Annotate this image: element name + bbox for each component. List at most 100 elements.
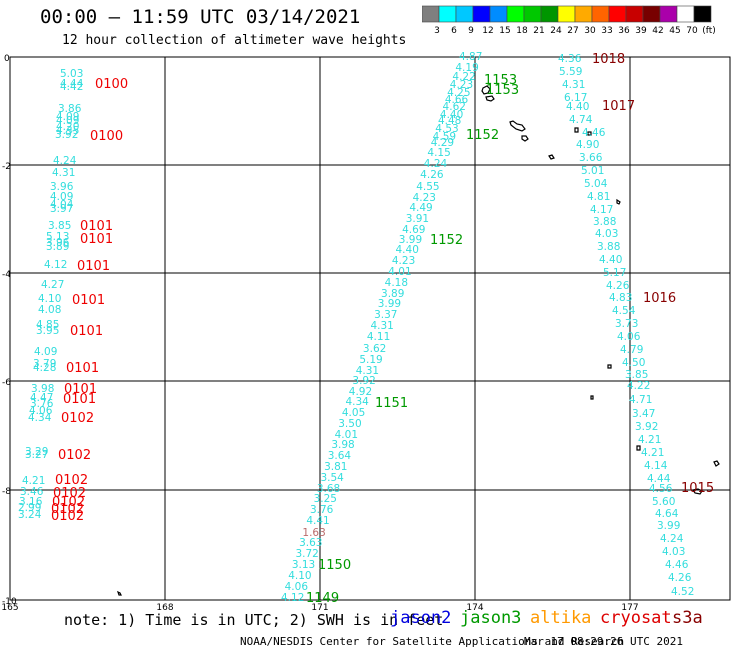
swh-value: 4.18 (385, 277, 408, 289)
time-label-cryosat: 0102 (53, 486, 86, 501)
time-label-jason3: 1153 (486, 83, 519, 98)
scale-swatch (557, 5, 576, 23)
scale-swatch (591, 5, 610, 23)
swh-value: 3.46 (20, 486, 44, 498)
scale-label: 39 (635, 26, 647, 35)
scale-swatch (676, 5, 695, 23)
scale-swatch (642, 5, 661, 23)
island-icon (116, 590, 122, 596)
time-label-cryosat: 0101 (80, 232, 113, 247)
scale-label: 21 (533, 26, 544, 35)
swh-value: 4.34 (28, 412, 52, 424)
time-label-cryosat: 0102 (51, 502, 84, 517)
legend-cryosat: cryosat (600, 608, 672, 628)
swh-value: 4.34 (345, 396, 369, 408)
scale-label: 30 (584, 26, 596, 35)
island-icon (587, 131, 592, 136)
scale-swatch (625, 5, 644, 23)
scale-swatch (574, 5, 593, 23)
swh-value: 4.83 (609, 292, 632, 304)
swh-value: 4.59 (433, 131, 456, 143)
swh-value: 3.96 (46, 237, 70, 249)
island-icon (574, 127, 579, 133)
swh-value: 4.40 (396, 244, 419, 256)
footer-timestamp: Mar 17 08:29:26 UTC 2021 (524, 635, 683, 648)
swh-value: 4.92 (349, 386, 372, 398)
time-label-jason3: 1152 (466, 128, 499, 143)
x-tick-label: 171 (311, 603, 328, 613)
island-icon (485, 95, 495, 102)
x-tick-label: 174 (466, 603, 483, 613)
swh-value: 4.40 (440, 109, 463, 121)
note-text: note: 1) Time is in UTC; 2) SWH is in fe… (64, 611, 444, 629)
swh-value: 4.22 (452, 71, 475, 83)
swh-value: 4.40 (599, 254, 622, 266)
time-label-cryosat: 0101 (63, 392, 96, 407)
scale-label: 27 (567, 26, 578, 35)
swh-value: 3.91 (406, 213, 429, 225)
island-icon (548, 154, 555, 160)
swh-value: 3.63 (299, 537, 322, 549)
swh-value: 4.24 (660, 533, 684, 545)
y-tick-label: -6 (2, 378, 11, 388)
swh-value: 4.09 (56, 111, 79, 123)
swh-value: 5.01 (581, 165, 604, 177)
color-scale-legend: 3 6 9 12 15 18 21 24 27 30 33 36 39 42 45 70 (ft) (422, 5, 716, 35)
track-labels: 5.034.444.423.864.094.094.204.353.924.24… (18, 51, 714, 606)
swh-value: 5.04 (584, 178, 608, 190)
time-label-jason3: 1149 (306, 591, 339, 606)
swh-value: 3.95 (36, 325, 59, 337)
swh-value: 4.54 (612, 305, 636, 317)
footer-credit: NOAA/NESDIS Center for Satellite Applica… (240, 635, 625, 648)
swh-value: 4.56 (649, 483, 673, 495)
scale-label: 42 (652, 26, 663, 35)
scale-label: 18 (516, 26, 528, 35)
y-tick-label: -10 (2, 597, 17, 607)
swh-value: 3.89 (381, 288, 404, 300)
swh-value: 3.99 (657, 520, 680, 532)
swh-value: 4.26 (606, 280, 630, 292)
swh-value: 4.06 (285, 581, 309, 593)
swh-value: 4.53 (435, 123, 458, 135)
swh-value: 3.98 (31, 383, 54, 395)
swh-value: 4.87 (459, 51, 482, 63)
time-label-jason3: 1151 (375, 396, 408, 411)
swh-value: 3.88 (597, 241, 620, 253)
swh-value: 4.23 (413, 192, 436, 204)
swh-value: 4.46 (582, 127, 606, 139)
swh-value: 4.25 (447, 87, 470, 99)
swh-value: 4.31 (52, 167, 75, 179)
scale-swatch (489, 5, 508, 23)
swh-value: 1.63 (302, 527, 325, 539)
scale-swatch (540, 5, 559, 23)
y-tick-label: -8 (2, 487, 11, 497)
swh-value: 4.27 (41, 279, 64, 291)
swh-value: 4.42 (60, 81, 83, 93)
swh-value: 4.01 (335, 429, 358, 441)
swh-value: 3.54 (320, 472, 344, 484)
swh-value: 4.29 (431, 137, 454, 149)
scale-swatch (523, 5, 542, 23)
y-tick-label: -2 (2, 162, 11, 172)
island-icon (713, 460, 720, 467)
swh-value: 4.11 (367, 331, 390, 343)
swh-value: 4.23 (392, 255, 415, 267)
x-tick-label: 165 (1, 603, 18, 613)
swh-value: 5.17 (603, 267, 626, 279)
scale-swatch (438, 5, 457, 23)
swh-value: 3.37 (374, 309, 397, 321)
swh-value: 4.20 (56, 121, 79, 133)
page-title: 00:00 – 11:59 UTC 03/14/2021 (40, 6, 361, 28)
swh-value: 4.26 (668, 572, 692, 584)
time-label-jason3: 1150 (318, 558, 351, 573)
time-label-s3a: 1016 (643, 291, 676, 306)
swh-value: 4.50 (622, 357, 645, 369)
swh-value: 4.14 (644, 460, 668, 472)
scale-label: 45 (669, 26, 680, 35)
scale-label: 36 (618, 26, 630, 35)
swh-value: 4.10 (38, 293, 61, 305)
scale-label: 33 (601, 26, 612, 35)
swh-value: 4.06 (29, 405, 53, 417)
legend-jason2: jason2 (390, 608, 452, 628)
swh-value: 4.17 (590, 204, 613, 216)
